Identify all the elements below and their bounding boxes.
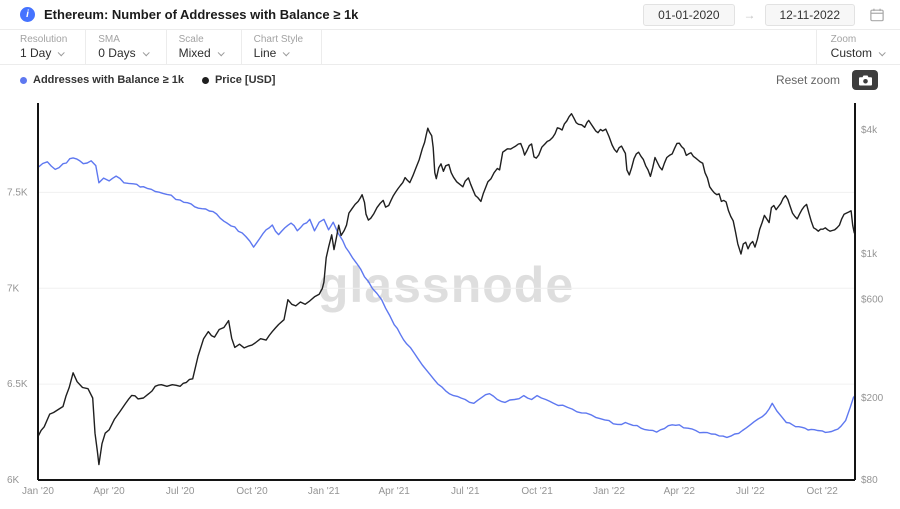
price-series-line [37,113,856,466]
resolution-dropdown[interactable]: 1 Day [20,46,67,61]
right-axis-tick-label: $200 [861,393,884,404]
toolbar-group-sma: SMA 0 Days [86,30,167,64]
x-axis-tick-label: Jul '21 [451,486,480,497]
scale-value: Mixed [178,46,211,60]
end-date-input[interactable]: 12-11-2022 [764,3,855,26]
x-axis-tick-label: Oct '21 [521,486,553,497]
chart-plot-area: glassnode 7.5K 7K 6.5K 6K $4k $1k $600 $200 $80 J… [0,95,900,509]
x-axis-tick-label: Apr '20 [93,486,125,497]
x-axis-tick-label: Apr '21 [378,486,410,497]
chevron-down-icon [282,49,291,57]
chart-toolbar: Resolution 1 Day SMA 0 Days Scale Mixed … [0,30,900,65]
reset-zoom-button[interactable]: Reset zoom [775,73,840,87]
right-axis-tick-label: $80 [861,475,878,486]
zoom-dropdown[interactable]: Custom [830,46,886,61]
sma-value: 0 Days [98,46,136,60]
x-axis-tick-label: Oct '20 [236,486,268,497]
x-axis-tick-label: Jan '20 [22,486,54,497]
camera-button[interactable] [852,70,878,90]
chevron-down-icon [58,49,66,57]
toolbar-group-chart-style: Chart Style Line [242,30,323,64]
price-legend-label: Price [USD] [214,74,276,86]
x-axis-tick-label: Jul '20 [166,486,195,497]
x-axis-tick-label: Jan '22 [593,486,625,497]
chevron-down-icon [217,49,225,57]
legend-item-price[interactable]: Price [USD] [201,74,276,86]
chevron-down-icon [142,49,150,57]
left-axis-tick-label: 6.5K [7,379,28,390]
resolution-label: Resolution [20,34,68,45]
chevron-down-icon [878,49,886,57]
start-date-input[interactable]: 01-01-2020 [643,3,735,26]
price-legend-dot-icon [201,76,209,84]
header-title-group: Ethereum: Number of Addresses with Balan… [20,7,358,22]
info-icon[interactable] [20,7,35,22]
left-axis-tick-label: 7K [7,283,20,294]
zoom-value: Custom [830,46,872,60]
resolution-value: 1 Day [20,46,52,60]
page-title: Ethereum: Number of Addresses with Balan… [44,7,359,22]
left-axis-tick-label: 7.5K [7,187,28,198]
chart-style-dropdown[interactable]: Line [254,46,303,61]
scale-dropdown[interactable]: Mixed [178,46,225,61]
addresses-legend-dot-icon [20,76,27,84]
legend-item-addresses[interactable]: Addresses with Balance ≥ 1k [20,74,184,86]
x-axis-tick-label: Oct '22 [807,486,839,497]
scale-label: Scale [178,34,204,45]
toolbar-group-resolution: Resolution 1 Day [0,30,87,64]
left-axis-tick-label: 6K [7,475,20,486]
x-axis-tick-label: Apr '22 [664,486,696,497]
chart-header: Ethereum: Number of Addresses with Balan… [0,0,900,30]
zoom-label: Zoom [830,34,857,45]
toolbar-group-scale: Scale Mixed [167,30,242,64]
camera-icon [858,75,872,85]
legend-row: Addresses with Balance ≥ 1k Price [USD] … [0,65,900,95]
x-axis-tick-label: Jan '21 [308,486,340,497]
sma-label: SMA [98,34,120,45]
date-range-arrow: → [743,7,756,22]
chart-style-label: Chart Style [253,34,304,45]
right-axis-tick-label: $4k [861,125,878,136]
glassnode-watermark: glassnode [317,257,575,313]
chart-canvas[interactable]: 7.5K 7K 6.5K 6K $4k $1k $600 $200 $80 Jan '20 Apr … [0,95,900,509]
calendar-icon[interactable] [870,8,884,22]
x-axis-tick-label: Jul '22 [736,486,765,497]
sma-dropdown[interactable]: 0 Days [98,46,150,61]
right-axis-tick-label: $1k [861,249,878,260]
toolbar-group-zoom: Zoom Custom [815,30,900,64]
chart-style-value: Line [253,46,277,60]
addresses-series-line [37,157,856,439]
addresses-legend-label: Addresses with Balance ≥ 1k [33,74,184,86]
right-axis-tick-label: $600 [861,295,884,306]
date-range-picker: 01-01-2020 → 12-11-2022 [643,3,884,26]
